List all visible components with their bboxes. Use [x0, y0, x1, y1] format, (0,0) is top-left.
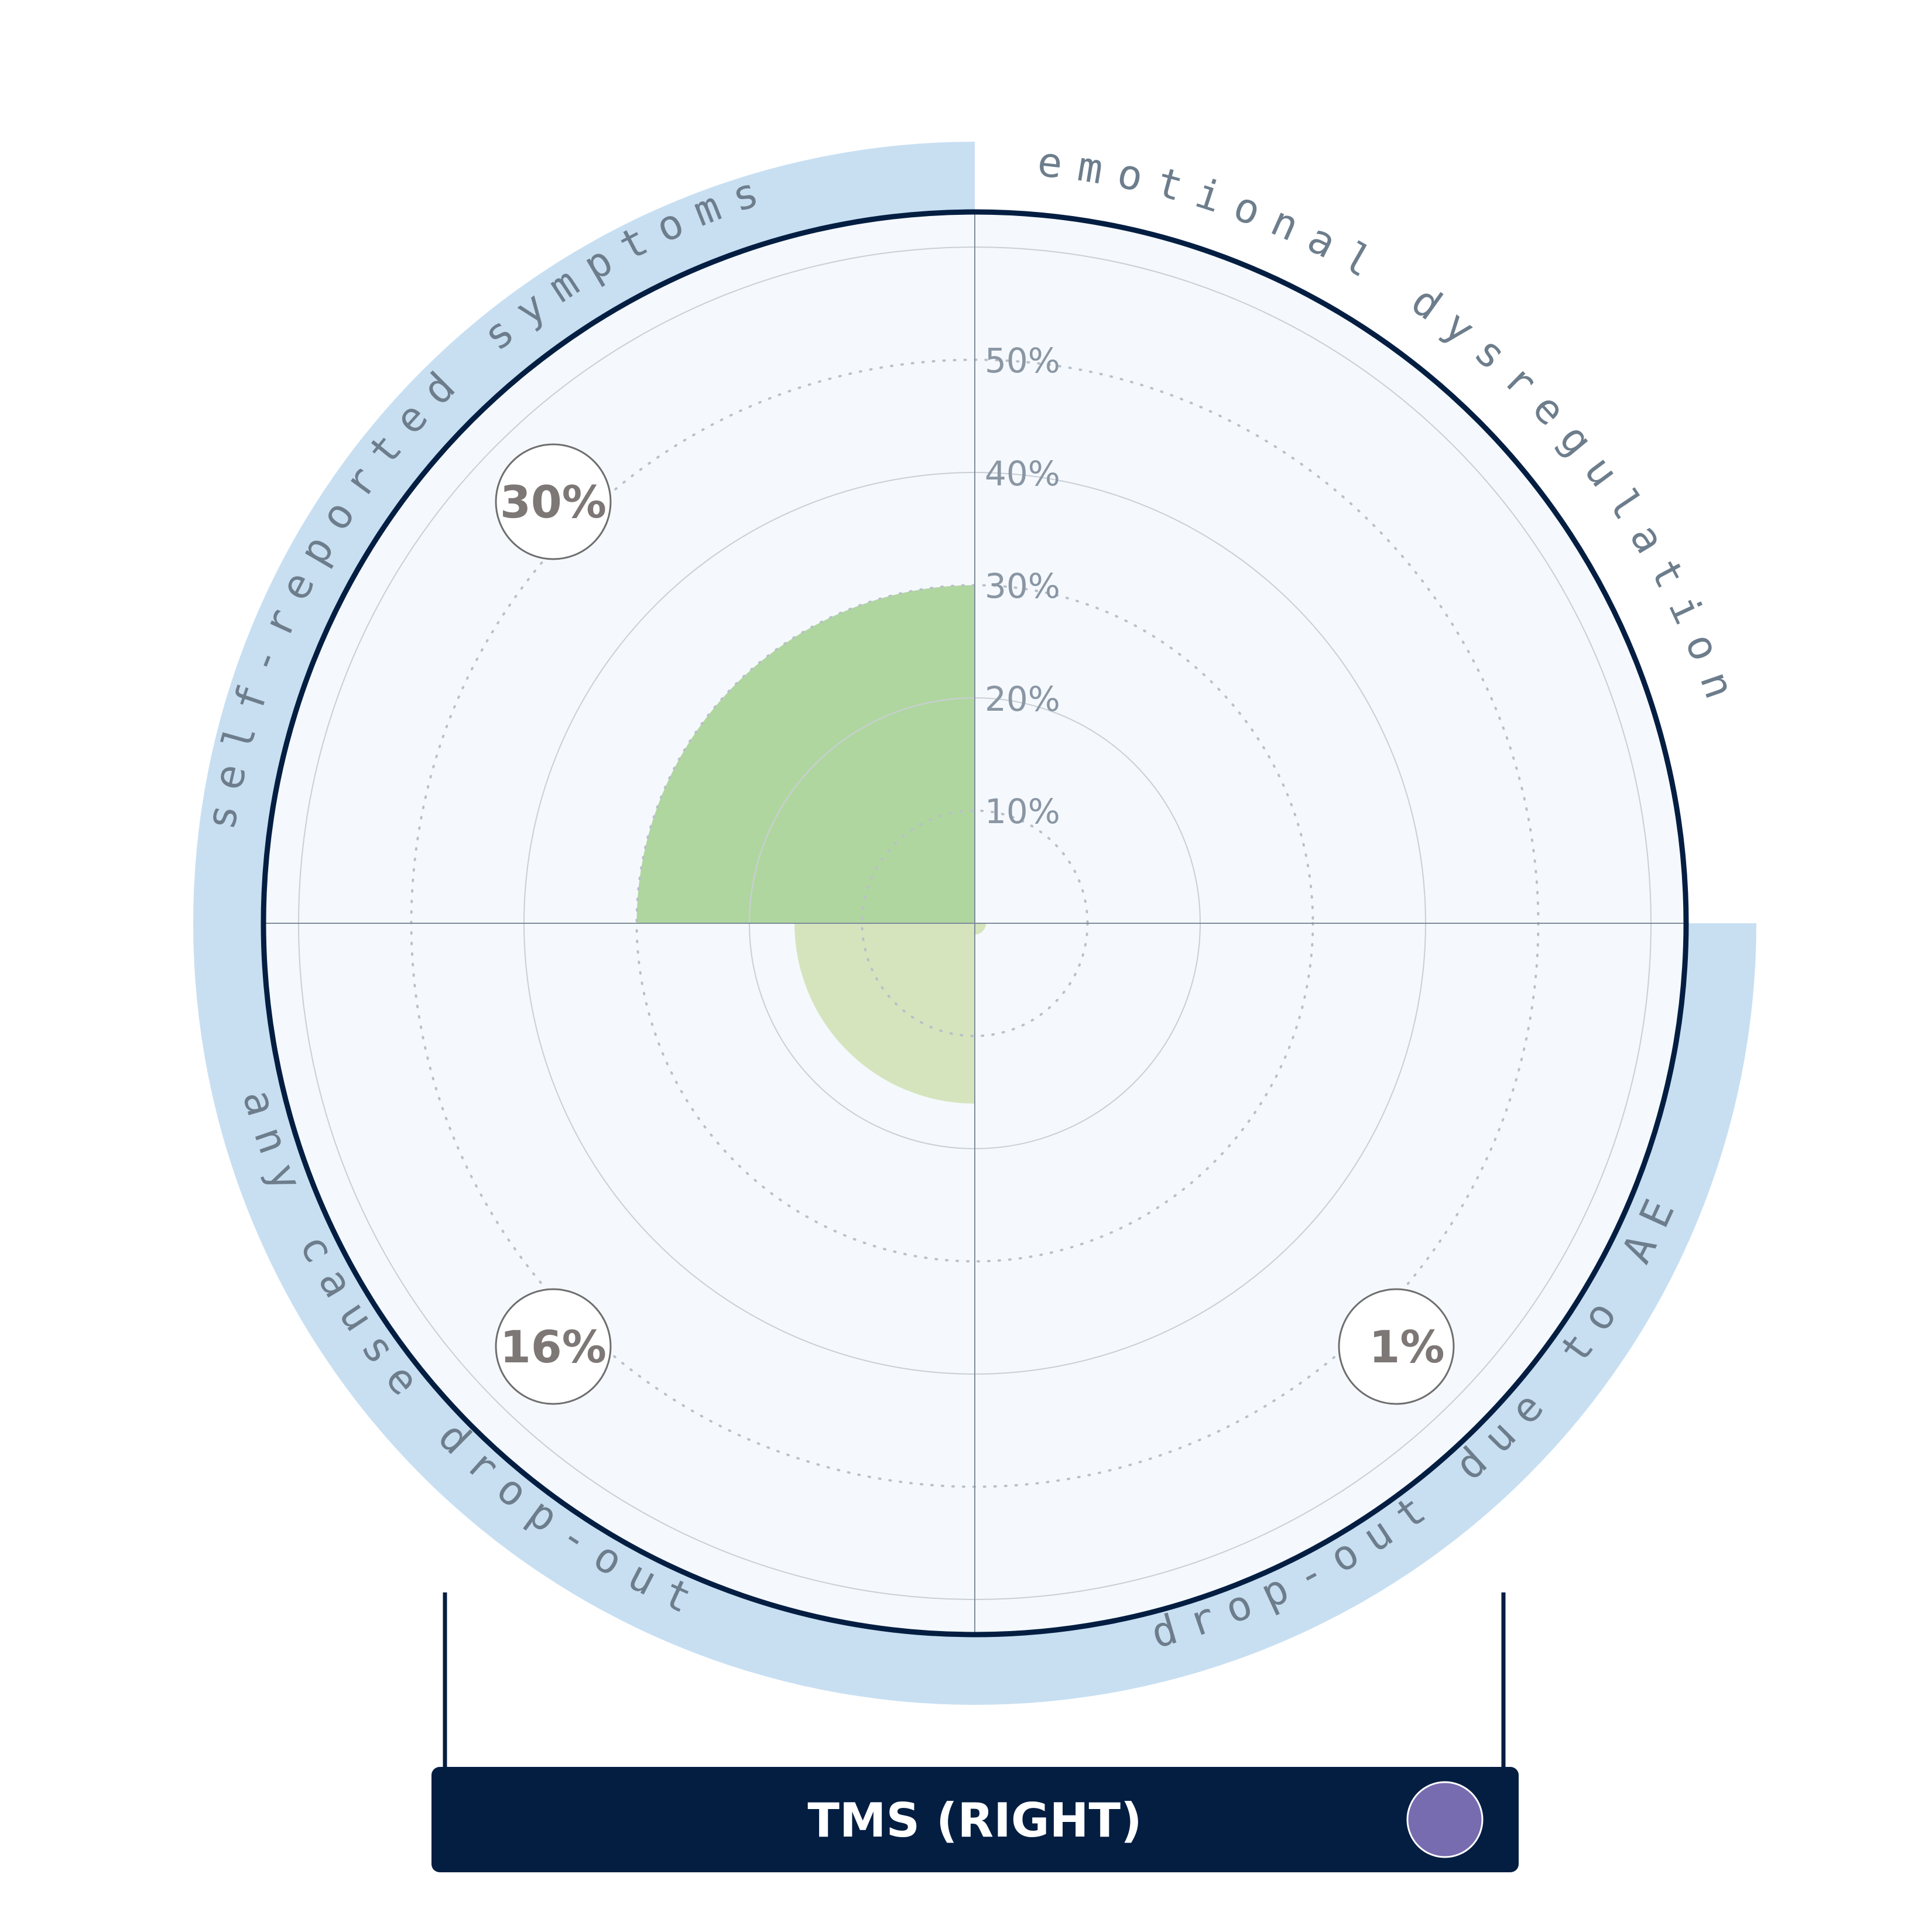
value-bubble-self-reported-symptoms: 30%	[495, 443, 612, 560]
data-wedges	[636, 585, 986, 1104]
wedge-any-cause-drop-out	[794, 923, 975, 1104]
value-label: 1%	[1369, 1321, 1444, 1373]
value-bubble-any-cause-drop-out: 16%	[495, 1288, 612, 1405]
r-tick-label: 10%	[985, 792, 1060, 831]
value-label: 30%	[500, 476, 607, 528]
r-tick-label: 20%	[985, 679, 1060, 719]
r-tick-label: 30%	[985, 566, 1060, 606]
value-label: 16%	[500, 1321, 607, 1373]
r-tick-label: 50%	[985, 341, 1060, 381]
r-tick-label: 40%	[985, 454, 1060, 494]
legend-swatch	[1406, 1781, 1484, 1858]
value-bubble-drop-out-due-to-ae: 1%	[1338, 1288, 1455, 1405]
wedge-self-reported-symptoms	[636, 585, 975, 923]
chart-title: TMS (RIGHT)	[807, 1793, 1142, 1848]
wedge-drop-out-due-to-ae	[975, 923, 986, 935]
outer-ring	[261, 209, 1689, 1638]
title-banner	[431, 1767, 1519, 1872]
